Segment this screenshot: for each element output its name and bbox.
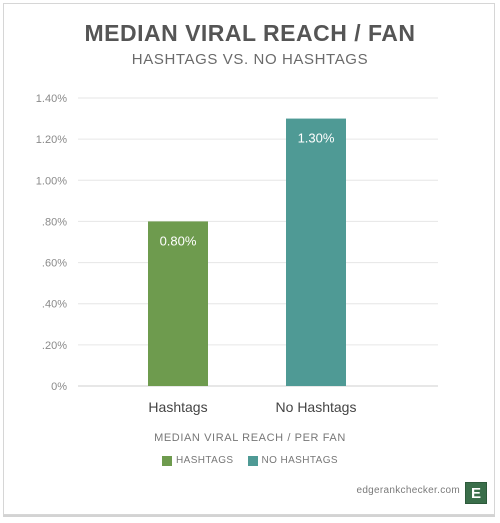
legend-label-no-hashtags: NO HASHTAGS [261,455,338,466]
bar-no-hashtags [286,118,346,387]
bar-hashtags [148,221,208,386]
chart-title: MEDIAN VIRAL REACH / FAN [84,20,416,46]
y-tick-label: 1.40% [36,93,67,105]
chart-card [3,3,495,515]
legend-item-hashtags: HASHTAGS [162,455,233,466]
y-tick-label: 1.20% [36,134,67,146]
data-label: 1.30% [298,131,335,146]
y-tick-label: .40% [42,299,67,311]
bar-chart: 0% .20% .40% .60% .80% 1.00% 1.20% 1.40% 0.80% Ha… [36,93,438,415]
brand-logo-icon: E [465,482,487,504]
x-tick-label: No Hashtags [276,399,357,415]
x-axis-label: MEDIAN VIRAL REACH / PER FAN [154,432,346,444]
legend-swatch-no-hashtags [247,455,258,466]
legend-item-no-hashtags: NO HASHTAGS [247,455,338,466]
legend-swatch-hashtags [162,455,173,466]
y-tick-label: 1.00% [36,175,67,187]
chart-subtitle: HASHTAGS VS. NO HASHTAGS [131,51,369,68]
y-tick-label: .60% [42,258,67,270]
source-credit: edgerankchecker.com [356,485,460,496]
y-tick-label: .20% [42,340,67,352]
legend: HASHTAGS NO HASHTAGS [0,455,500,466]
y-tick-label: .80% [42,216,67,228]
legend-label-hashtags: HASHTAGS [176,455,234,466]
x-tick-label: Hashtags [148,399,207,415]
data-label: 0.80% [160,233,197,248]
y-tick-label: 0% [51,381,67,393]
